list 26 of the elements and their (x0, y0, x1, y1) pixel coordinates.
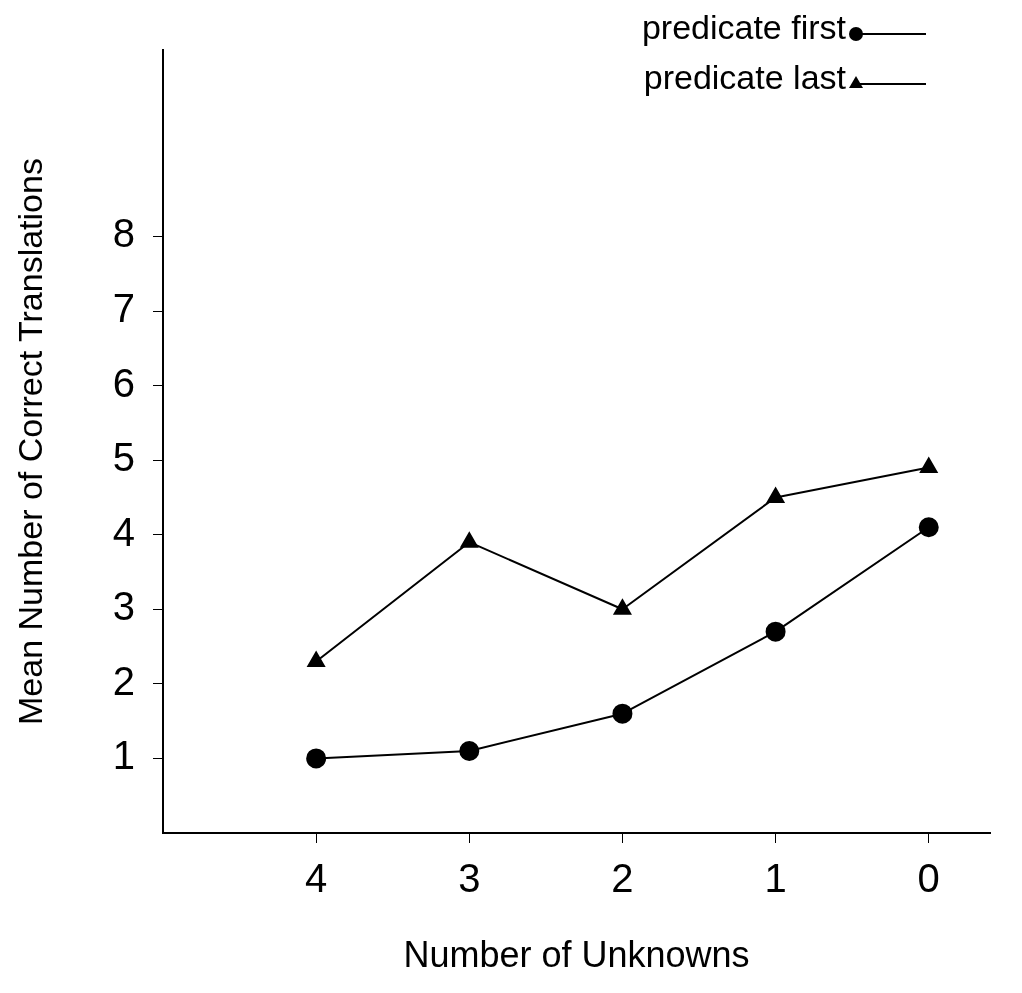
y-tick-label: 3 (112, 584, 135, 629)
x-tick-label: 4 (305, 856, 328, 901)
point (459, 740, 480, 761)
point (613, 599, 632, 615)
y-tick-label: 7 (112, 286, 135, 331)
x-tick-label: 2 (611, 856, 634, 901)
legend-label: predicate last (643, 58, 847, 97)
x-axis-title: Number of Unknowns (403, 934, 750, 976)
x-tick-label: 1 (764, 856, 787, 901)
y-axis-title: Mean Number of Correct Translations (10, 158, 49, 725)
point (306, 748, 327, 769)
point (612, 703, 633, 724)
point (766, 487, 785, 503)
point (919, 457, 938, 474)
x-tick-label: 0 (917, 856, 940, 901)
legend-label: predicate first (641, 8, 847, 47)
x-tick-label: 3 (458, 856, 481, 901)
y-tick-label: 4 (112, 509, 135, 554)
y-tick-label: 5 (112, 435, 135, 480)
point (307, 651, 325, 667)
y-tick-label: 2 (112, 658, 135, 703)
y-tick-label: 6 (112, 360, 135, 405)
point (765, 621, 786, 642)
y-tick-label: 1 (112, 733, 135, 778)
point (460, 532, 479, 548)
y-tick-label: 8 (112, 211, 135, 256)
